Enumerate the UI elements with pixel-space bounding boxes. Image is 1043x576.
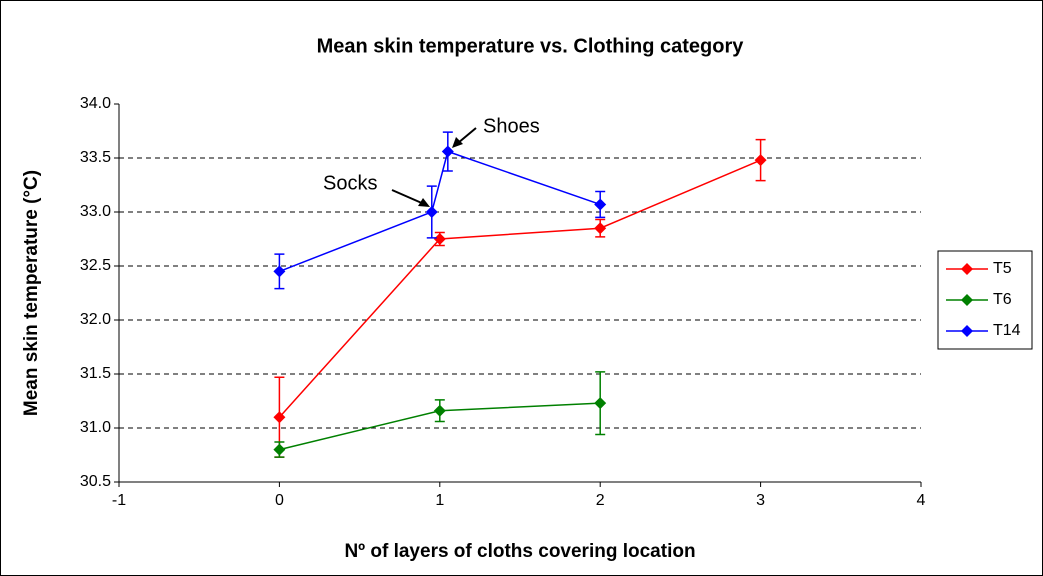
data-point <box>441 145 454 158</box>
data-point <box>754 154 767 167</box>
legend-label: T5 <box>993 260 1012 277</box>
data-point <box>273 411 286 424</box>
annotation-arrow <box>391 189 425 205</box>
annotation-arrow <box>457 127 477 144</box>
series-line <box>278 159 761 418</box>
x-tick-label: 3 <box>756 492 765 509</box>
data-point <box>594 222 607 235</box>
annotation-arrowhead <box>418 198 430 207</box>
y-tick-label: 32.5 <box>80 257 111 274</box>
legend-marker <box>961 263 973 275</box>
data-point <box>273 265 286 278</box>
x-tick-label: 4 <box>917 492 926 509</box>
y-tick-label: 32.0 <box>80 311 111 328</box>
y-tick-label: 30.5 <box>80 473 111 490</box>
data-point <box>273 443 286 456</box>
data-point <box>594 198 607 211</box>
y-tick-label: 33.5 <box>80 149 111 166</box>
x-axis-label: Nº of layers of cloths covering location <box>344 541 695 562</box>
y-tick-label: 31.5 <box>80 365 111 382</box>
chart-title: Mean skin temperature vs. Clothing categ… <box>317 35 745 57</box>
y-tick-label: 33.0 <box>80 203 111 220</box>
x-tick-label: 1 <box>435 492 444 509</box>
y-axis-label: Mean skin temperature (°C) <box>21 170 42 416</box>
x-tick-label: -1 <box>112 492 126 509</box>
annotation: Shoes <box>483 115 540 137</box>
data-point <box>594 397 607 410</box>
legend-label: T6 <box>993 291 1012 308</box>
data-point <box>433 233 446 245</box>
annotation-arrowhead <box>452 137 463 148</box>
legend-marker <box>961 294 973 306</box>
y-tick-label: 34.0 <box>80 95 111 112</box>
series-line <box>279 150 601 273</box>
data-point <box>433 404 446 417</box>
legend-label: T14 <box>993 322 1021 339</box>
legend-marker <box>961 325 973 337</box>
data-point <box>425 206 438 218</box>
x-tick-label: 0 <box>275 492 284 509</box>
x-tick-label: 2 <box>596 492 605 509</box>
y-tick-label: 31.0 <box>80 419 111 436</box>
annotation: Socks <box>323 172 377 194</box>
